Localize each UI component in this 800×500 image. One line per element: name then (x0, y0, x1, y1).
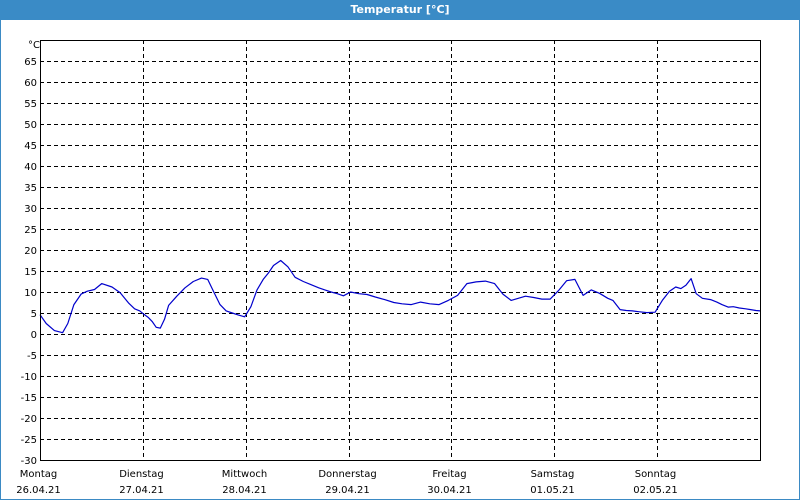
y-tick-label: 50 (24, 120, 37, 131)
y-tick-label: 60 (24, 78, 37, 89)
y-tick-label: 10 (24, 288, 37, 299)
y-tick-label: 65 (24, 57, 37, 68)
x-tick-date-label: 27.04.21 (119, 485, 164, 496)
x-tick-date-label: 02.05.21 (633, 485, 678, 496)
y-tick-label: 5 (31, 309, 37, 320)
y-tick-label: 20 (24, 246, 37, 257)
x-tick-date-label: 28.04.21 (222, 485, 267, 496)
series-layer (39, 259, 761, 334)
x-tick-day-label: Montag (20, 469, 57, 480)
y-tick-label: -15 (21, 393, 37, 404)
y-tick-label: -25 (21, 435, 37, 446)
y-tick-label: 0 (31, 330, 37, 341)
chart-title: Temperatur [°C] (0, 0, 800, 20)
y-tick-label: -10 (21, 372, 37, 383)
y-tick-label: -5 (27, 351, 37, 362)
grid-lines (40, 40, 760, 460)
x-tick-day-label: Dienstag (119, 469, 164, 480)
x-tick-day-label: Samstag (531, 469, 575, 480)
y-tick-label: 15 (24, 267, 37, 278)
x-tick-day-label: Sonntag (635, 469, 677, 480)
y-unit-label: °C (28, 40, 40, 51)
y-tick-label: 45 (24, 141, 37, 152)
y-tick-label: 40 (24, 162, 37, 173)
axis-labels: °C65605550454035302520151050-5-10-15-20-… (16, 40, 678, 496)
y-tick-label: -30 (21, 456, 37, 467)
x-tick-day-label: Donnerstag (318, 469, 376, 480)
x-tick-day-label: Freitag (432, 469, 466, 480)
x-tick-date-label: 01.05.21 (530, 485, 575, 496)
x-tick-date-label: 30.04.21 (427, 485, 472, 496)
x-tick-date-label: 29.04.21 (325, 485, 370, 496)
plot-area (40, 40, 761, 461)
y-tick-label: 25 (24, 225, 37, 236)
y-tick-label: 30 (24, 204, 37, 215)
y-tick-label: -20 (21, 414, 37, 425)
x-tick-date-label: 26.04.21 (16, 485, 61, 496)
x-tick-day-label: Mittwoch (222, 469, 267, 480)
y-tick-label: 35 (24, 183, 37, 194)
temperature-series-line (39, 259, 761, 334)
y-tick-label: 55 (24, 99, 37, 110)
